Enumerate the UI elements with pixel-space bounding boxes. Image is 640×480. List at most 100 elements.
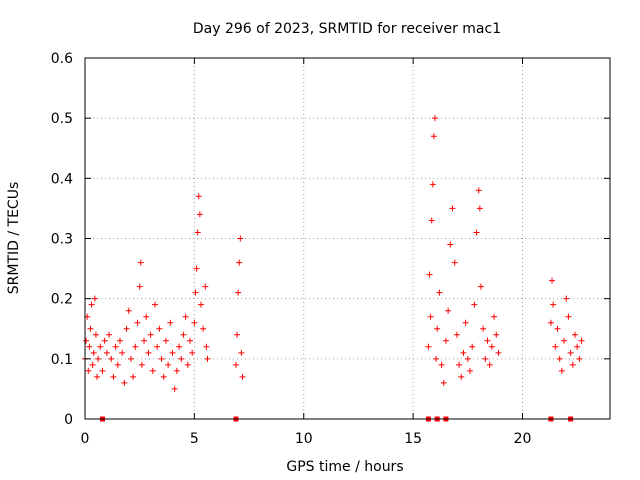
data-point xyxy=(232,361,239,368)
data-point xyxy=(458,373,465,380)
data-point xyxy=(453,331,460,338)
data-point xyxy=(552,343,559,350)
data-point xyxy=(547,319,554,326)
data-point xyxy=(427,313,434,320)
data-point xyxy=(460,349,467,356)
data-point xyxy=(192,289,199,296)
data-point xyxy=(193,265,200,272)
data-point xyxy=(137,259,144,266)
data-point xyxy=(145,349,152,356)
data-point xyxy=(158,355,165,362)
data-point xyxy=(445,307,452,314)
data-point xyxy=(189,349,196,356)
data-point xyxy=(106,331,113,338)
data-point xyxy=(471,301,478,308)
data-point xyxy=(171,385,178,392)
data-point xyxy=(123,325,130,332)
data-point xyxy=(563,295,570,302)
x-tick-label: 0 xyxy=(81,431,90,447)
data-point xyxy=(180,331,187,338)
y-tick-label: 0.3 xyxy=(51,232,73,248)
x-tick-label: 10 xyxy=(295,431,313,447)
data-point xyxy=(138,361,145,368)
data-point xyxy=(442,337,449,344)
data-point xyxy=(426,271,433,278)
data-point xyxy=(467,367,473,374)
data-point xyxy=(456,361,463,368)
data-point xyxy=(178,355,185,362)
data-point xyxy=(469,343,476,350)
data-point xyxy=(204,355,211,362)
grid-lines xyxy=(85,58,610,419)
data-point xyxy=(167,319,174,326)
data-point xyxy=(152,301,158,308)
data-point xyxy=(143,313,150,320)
data-point xyxy=(89,361,96,368)
data-point xyxy=(554,325,561,332)
data-point xyxy=(195,193,202,200)
data-point xyxy=(567,349,574,356)
data-point xyxy=(110,373,117,380)
data-point xyxy=(147,331,154,338)
data-point xyxy=(237,235,244,242)
y-tick-label: 0 xyxy=(64,412,73,428)
data-point xyxy=(576,355,583,362)
data-point xyxy=(117,337,123,344)
data-point xyxy=(549,277,556,284)
y-tick-label: 0.4 xyxy=(51,171,73,187)
x-tick-label: 5 xyxy=(190,431,199,447)
data-point xyxy=(425,343,432,350)
data-point xyxy=(83,337,90,344)
data-point xyxy=(136,283,143,290)
data-point xyxy=(125,307,132,314)
data-point xyxy=(236,259,243,266)
y-tick-label: 0.2 xyxy=(51,292,73,308)
data-point xyxy=(556,355,563,362)
data-point xyxy=(184,361,191,368)
data-point xyxy=(574,343,581,350)
data-point xyxy=(194,229,201,236)
x-tick-label: 20 xyxy=(514,431,532,447)
data-point xyxy=(103,349,110,356)
data-point xyxy=(476,205,483,212)
data-point xyxy=(154,343,161,350)
data-points xyxy=(82,115,585,392)
data-point xyxy=(484,337,491,344)
data-point xyxy=(92,331,99,338)
data-point xyxy=(578,337,585,344)
y-tick-label: 0.5 xyxy=(51,111,73,127)
data-point xyxy=(561,337,568,344)
data-point xyxy=(196,211,203,218)
data-point xyxy=(141,337,148,344)
data-point xyxy=(440,379,447,386)
data-point xyxy=(121,379,128,386)
data-point xyxy=(95,355,102,362)
data-point xyxy=(235,289,242,296)
data-point xyxy=(132,343,139,350)
data-point xyxy=(430,133,437,140)
data-point xyxy=(87,325,94,332)
data-point xyxy=(134,319,141,326)
data-point xyxy=(569,361,576,368)
data-point xyxy=(451,259,458,266)
data-point xyxy=(191,319,198,326)
data-point xyxy=(149,367,156,374)
data-point xyxy=(488,343,495,350)
data-point xyxy=(160,373,167,380)
chart-title: Day 296 of 2023, SRMTID for receiver mac… xyxy=(193,21,501,37)
data-point xyxy=(99,367,106,374)
data-point xyxy=(108,355,115,362)
data-point xyxy=(449,205,456,212)
data-point xyxy=(433,355,440,362)
data-point xyxy=(464,355,471,362)
data-point xyxy=(202,283,209,290)
data-point xyxy=(558,367,565,374)
data-point xyxy=(480,325,487,332)
data-point xyxy=(197,301,204,308)
data-point xyxy=(475,187,482,194)
data-point xyxy=(173,367,180,374)
data-point xyxy=(119,349,126,356)
data-point xyxy=(429,181,436,188)
